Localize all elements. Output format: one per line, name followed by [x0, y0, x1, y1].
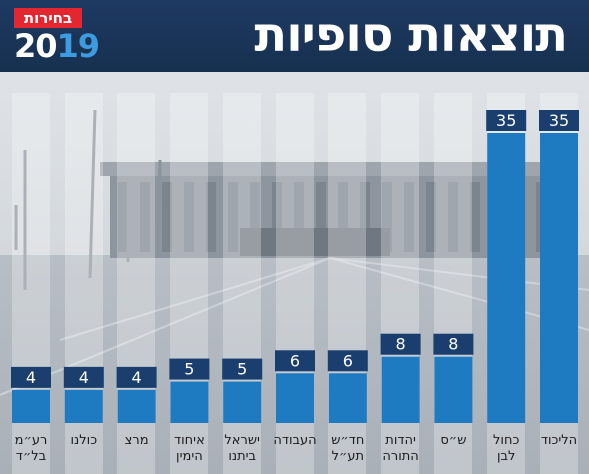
badge-year: 2019	[14, 27, 100, 65]
category-label-line: בל״ד	[16, 449, 46, 464]
bar-10	[12, 389, 50, 423]
category-label-line: תע״ל	[332, 449, 364, 464]
bar-2	[434, 356, 473, 423]
category-label-line: חד״ש	[331, 433, 364, 448]
category-label-9: כולנו	[71, 433, 98, 448]
category-label-line: יהדות	[385, 433, 416, 448]
value-label-box-0	[539, 110, 579, 131]
value-label-5: 6	[290, 351, 300, 370]
value-label-1: 35	[496, 111, 516, 130]
category-label-line: הליכוד	[541, 433, 577, 448]
value-label-box-9	[63, 366, 104, 388]
bar-5	[276, 373, 314, 423]
value-label-7: 5	[184, 360, 194, 379]
value-label-3: 8	[396, 335, 406, 354]
title-banner: תוצאות סופיות בחירות 2019	[0, 0, 589, 72]
category-label-line: רע״מ	[15, 433, 48, 448]
bar-group: 35 35 8 8 6 6 5 5 4 4 4	[11, 110, 579, 423]
value-label-10: 4	[26, 368, 36, 387]
bar-4	[328, 373, 367, 423]
value-label-box-7	[169, 358, 210, 380]
value-label-box-3	[380, 333, 421, 355]
value-label-box-4	[327, 350, 368, 372]
category-label-1: כחול לבן	[493, 433, 519, 464]
category-label-5: העבודה	[273, 433, 316, 448]
badge-year-part-1: 20	[14, 27, 58, 65]
category-label-line: איחוד	[174, 433, 205, 448]
category-label-line: כולנו	[71, 433, 98, 448]
value-label-9: 4	[79, 368, 89, 387]
category-label-line: ש״ס	[440, 433, 466, 448]
category-label-6: ישראל ביתנו	[224, 433, 260, 464]
value-label-box-8	[116, 366, 157, 388]
value-label-0: 35	[549, 111, 569, 130]
category-label-line: העבודה	[273, 433, 316, 448]
category-label-7: איחוד הימין	[174, 433, 205, 464]
category-label-0: הליכוד	[541, 433, 577, 448]
category-label-line: התורה	[382, 449, 418, 464]
category-label-group: הליכוד כחול לבן ש״ס יהדות התורה חד״ש תע״ל העבודה…	[15, 433, 578, 464]
value-label-box-10	[11, 366, 51, 388]
value-label-box-6	[222, 358, 263, 380]
category-label-8: מרצ	[125, 433, 149, 448]
category-label-line: לבן	[497, 449, 515, 464]
value-label-box-5	[275, 350, 315, 372]
category-label-line: הימין	[176, 449, 203, 464]
bar-6	[223, 381, 262, 423]
page-title: תוצאות סופיות	[254, 7, 568, 63]
value-label-6: 5	[237, 360, 247, 379]
value-label-2: 8	[448, 335, 458, 354]
election-badge: בחירות 2019	[14, 8, 100, 65]
bar-3	[381, 356, 420, 423]
category-label-3: יהדות התורה	[382, 433, 418, 464]
badge-year-part-2: 19	[56, 27, 101, 65]
value-label-box-2	[433, 333, 474, 355]
category-label-2: ש״ס	[440, 433, 466, 448]
category-label-line: ישראל	[224, 433, 260, 448]
bar-8	[117, 389, 156, 423]
bar-7	[170, 381, 209, 423]
badge-label: בחירות	[14, 8, 82, 28]
category-label-line: כחול	[493, 433, 519, 448]
value-label-4: 6	[343, 351, 353, 370]
bar-1	[487, 133, 526, 423]
value-label-8: 4	[132, 368, 142, 387]
bar-0	[540, 133, 578, 423]
bar-9	[64, 389, 103, 423]
category-label-10: רע״מ בל״ד	[15, 433, 48, 464]
category-label-4: חד״ש תע״ל	[331, 433, 364, 464]
category-label-line: מרצ	[125, 433, 149, 448]
value-label-box-1	[486, 110, 527, 131]
category-label-line: ביתנו	[228, 449, 256, 464]
